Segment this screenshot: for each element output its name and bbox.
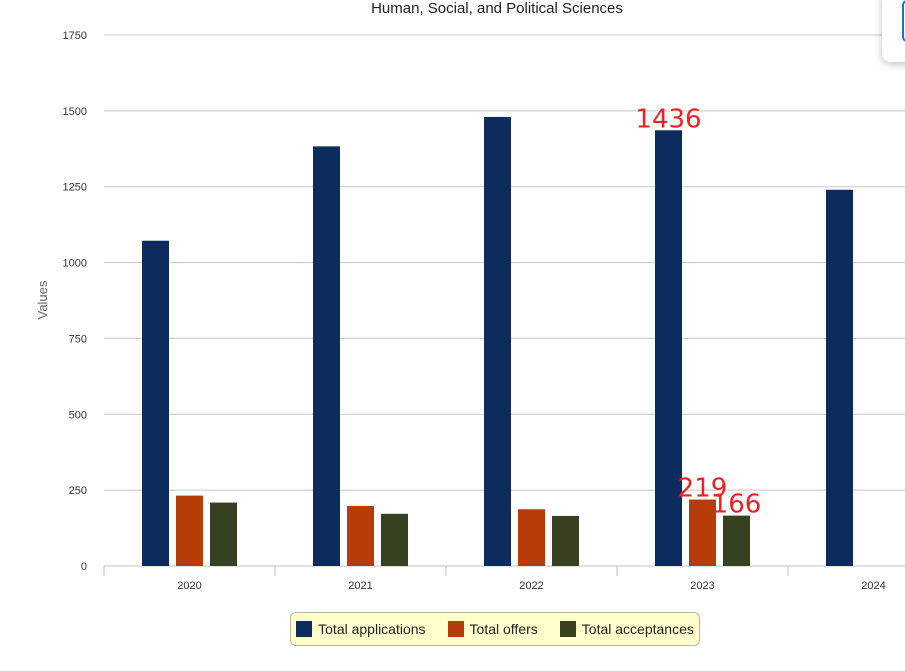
bar[interactable] (381, 513, 408, 566)
legend-label: Total offers (469, 621, 538, 637)
bar[interactable] (347, 505, 374, 566)
popup-accent (902, 0, 905, 42)
y-axis-ticks: 0 250 500 750 1000 1250 1500 1750 (63, 30, 87, 573)
y-tick-label: 0 (81, 561, 87, 573)
y-tick-label: 500 (69, 409, 87, 421)
bar[interactable] (484, 116, 511, 566)
bar[interactable] (313, 146, 340, 567)
legend-swatch (296, 621, 313, 637)
legend-item[interactable]: Total acceptances (559, 621, 694, 637)
y-tick-label: 750 (69, 333, 87, 345)
bar[interactable] (518, 509, 545, 566)
bar[interactable] (552, 515, 579, 566)
y-tick-label: 1250 (63, 182, 87, 194)
y-tick-label: 1000 (63, 258, 87, 270)
legend-swatch (447, 621, 464, 637)
legend-swatch (559, 621, 576, 637)
bar[interactable] (176, 495, 203, 566)
x-tick-label: 2023 (690, 580, 714, 592)
bar[interactable] (826, 189, 853, 566)
legend-label: Total applications (318, 621, 426, 637)
bar[interactable] (723, 515, 750, 566)
y-tick-label: 1500 (63, 106, 87, 118)
y-axis-label: Values (35, 280, 50, 319)
data-label: 166 (712, 490, 762, 520)
data-label: 1436 (635, 104, 701, 134)
chart-title: Human, Social, and Political Sciences (371, 0, 623, 17)
x-axis: 2020 2021 2022 2023 2024 (103, 565, 905, 592)
bar[interactable] (142, 240, 169, 566)
y-tick-label: 1750 (63, 30, 87, 42)
bar[interactable] (689, 499, 716, 566)
popup-card[interactable] (882, 0, 905, 62)
legend-item[interactable]: Total applications (296, 621, 426, 637)
x-tick-label: 2021 (348, 580, 372, 592)
x-tick-label: 2020 (177, 580, 201, 592)
bars (142, 116, 853, 567)
data-label: 219 (678, 474, 728, 504)
bar[interactable] (210, 502, 237, 566)
x-tick-label: 2022 (519, 580, 543, 592)
bar[interactable] (655, 130, 682, 567)
x-tick-label: 2024 (861, 580, 885, 592)
legend-label: Total acceptances (581, 621, 694, 637)
chart-legend: Total applications Total offers Total acce… (290, 612, 700, 646)
legend-item[interactable]: Total offers (447, 621, 538, 637)
y-tick-label: 250 (69, 485, 87, 497)
